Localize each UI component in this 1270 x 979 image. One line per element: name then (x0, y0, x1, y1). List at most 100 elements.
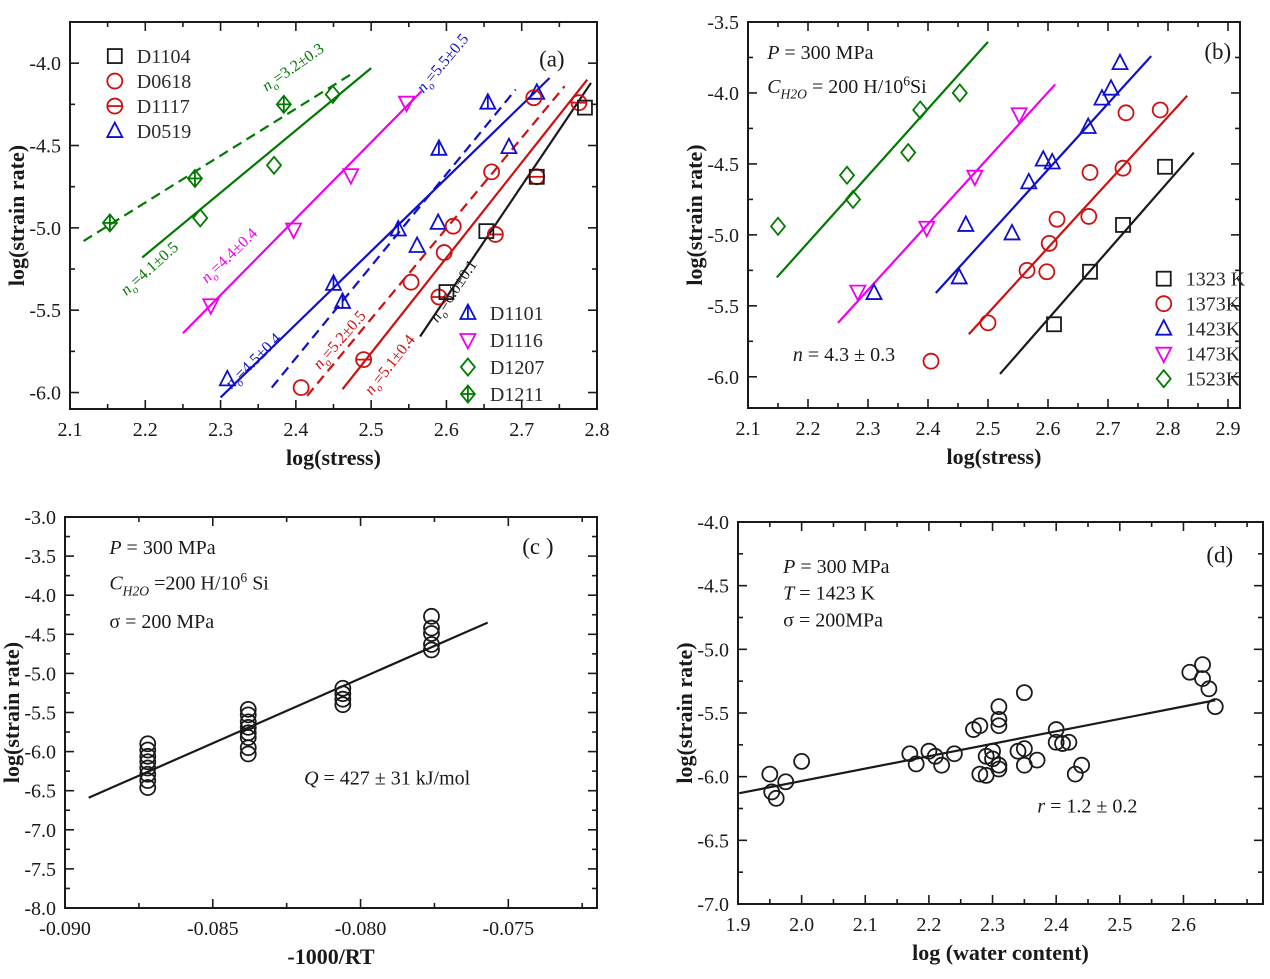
legend-label-D0519: D0519 (137, 121, 191, 143)
panel-a-ytick: -5.5 (29, 300, 61, 322)
series-D1207-points (192, 84, 341, 228)
panel-c-ytick: -6.5 (24, 781, 56, 803)
panel-d-ytick: -4.5 (697, 576, 729, 598)
panel-b-xtick: 2.1 (736, 418, 761, 440)
panel-c-annotation: σ = 200 MPa (109, 611, 214, 633)
series-D1104-points (438, 99, 593, 300)
panel-a-xlabel: log(stress) (286, 445, 381, 470)
series-1473K-points (848, 107, 1029, 303)
panel-c: -0.090 -0.085 -0.080 -0.075 -3.0 -3.5 -4.0 -4.5… (0, 507, 598, 969)
series-D1104-line (419, 82, 592, 338)
panel-a-legend-1: D1104 D0618 D1117 D0519 (105, 46, 191, 143)
panel-c-ytick: -4.0 (24, 585, 56, 607)
panel-d-ylabel: log(strain rate) (672, 642, 697, 783)
panel-b-ytick: -3.5 (707, 12, 739, 34)
panel-b-xtick: 2.5 (976, 418, 1001, 440)
legend-label-D1116: D1116 (490, 330, 543, 352)
panel-c-annotation: (c ) (522, 534, 553, 559)
panel-d-xtick: 2.1 (853, 914, 878, 936)
series-1523K-line (775, 41, 989, 279)
panel-b-ytick: -5.5 (707, 296, 739, 318)
series-D0519-points (218, 82, 546, 387)
series-1373K-points (922, 101, 1169, 370)
panel-a-annotation: no=5.1±0.4 (362, 332, 422, 401)
series-D1116-points (201, 95, 416, 316)
panel-c-ytick: -6.0 (24, 742, 56, 764)
legend-label-D1211: D1211 (490, 384, 544, 406)
panel-b: 2.1 2.2 2.3 2.4 2.5 2.6 2.7 2.8 2.9 -3.5 -4.0 -4.5 -… (682, 12, 1246, 469)
series-1323 K-points (1046, 158, 1173, 333)
panel-c-ytick: -8.0 (24, 898, 56, 920)
series-1423K-points (865, 52, 1129, 300)
series-D0618-line (306, 85, 566, 397)
panel-d-ytick: -6.0 (697, 767, 729, 789)
panel-c-annotation: P = 300 MPa (108, 537, 215, 559)
panel-b-xtick: 2.8 (1156, 418, 1181, 440)
series-1523K-points (769, 83, 968, 237)
panel-d-ytick: -7.0 (697, 894, 729, 916)
panel-c-xtick: -0.080 (335, 918, 387, 940)
series-1473K-line (837, 83, 1057, 324)
legend-label-1473K: 1473K (1186, 344, 1241, 366)
panel-a-ytick: -4.5 (29, 136, 61, 158)
panel-c-xtick: -0.085 (187, 918, 239, 940)
panel-b-annotation: CH2O = 200 H/106Si (767, 73, 927, 101)
panel-d-ytick: -5.0 (697, 639, 729, 661)
panel-d-annotation: T = 1423 K (783, 583, 875, 605)
panel-a-xtick: 2.6 (434, 419, 459, 441)
series-water-content-data-line (739, 699, 1216, 795)
panel-b-ytick: -5.0 (707, 225, 739, 247)
panel-a-xtick: 2.8 (585, 419, 610, 441)
legend-label-D0618: D0618 (137, 71, 191, 93)
series-D1211-line (82, 72, 354, 242)
legend-label-D1117: D1117 (137, 96, 190, 118)
panel-d-ytick: -4.0 (697, 512, 729, 534)
series-D1101-points (324, 92, 497, 309)
series-D1117-line (341, 78, 589, 390)
series-water-content-data-points (761, 656, 1224, 807)
panel-c-ytick: -3.0 (24, 507, 56, 529)
legend-label-1323K: 1323 K (1186, 269, 1246, 291)
series-D0519-line (219, 77, 551, 399)
panel-a-ytick: -5.0 (29, 218, 61, 240)
panel-d-annotation: r = 1.2 ± 0.2 (1037, 795, 1137, 817)
legend-label-D1207: D1207 (490, 357, 544, 379)
panel-a-annotation: no=4.4±0.4 (198, 225, 263, 289)
legend-label-1423K: 1423K (1186, 319, 1241, 341)
panel-b-xtick: 2.6 (1036, 418, 1061, 440)
panel-c-ytick: -4.5 (24, 624, 56, 646)
legend-label-1373K: 1373K (1186, 294, 1241, 316)
panel-b-annotation: (b) (1204, 39, 1231, 64)
panel-d-ytick: -6.5 (697, 830, 729, 852)
panel-a-annotation: no=6.0±0.1 (427, 257, 484, 328)
panel-c-ytick: -5.5 (24, 703, 56, 725)
panel-d-xtick: 2.4 (1044, 914, 1069, 936)
panel-a-annotation: no=3.2±0.3 (259, 40, 329, 98)
panel-d-xlabel: log (water content) (912, 940, 1089, 965)
panel-b-ytick: -6.0 (707, 367, 739, 389)
legend-label-D1101: D1101 (490, 303, 544, 325)
panel-d-xtick: 2.5 (1107, 914, 1132, 936)
series-1323 K-line (999, 151, 1195, 375)
panel-b-xtick: 2.7 (1096, 418, 1121, 440)
panel-b-ytick: -4.0 (707, 83, 739, 105)
panel-b-xlabel: log(stress) (947, 444, 1042, 469)
panel-a-xtick: 2.4 (283, 419, 308, 441)
panel-d-xtick: 2.6 (1171, 914, 1196, 936)
panel-b-legend-1: 1323 K 1373K 1423K 1473K 1523K (1154, 269, 1246, 391)
panel-c-annotation: Q = 427 ± 31 kJ/mol (304, 767, 471, 789)
panel-a-xtick: 2.5 (359, 419, 384, 441)
series-D1101-line (270, 88, 517, 389)
panel-d-xtick: 2.3 (980, 914, 1005, 936)
panel-c-ylabel: log(strain rate) (0, 642, 24, 783)
panel-c-ytick: -7.5 (24, 859, 56, 881)
panel-b-ylabel: log(strain rate) (682, 144, 707, 285)
panel-d-xtick: 2.2 (916, 914, 941, 936)
panel-d-xtick: 1.9 (726, 914, 751, 936)
panel-b-ytick: -4.5 (707, 154, 739, 176)
legend-label-1523K: 1523K (1186, 369, 1241, 391)
series-D1116-line (182, 90, 423, 335)
panel-a-xtick: 2.1 (58, 419, 83, 441)
panel-c-ytick: -7.0 (24, 820, 56, 842)
